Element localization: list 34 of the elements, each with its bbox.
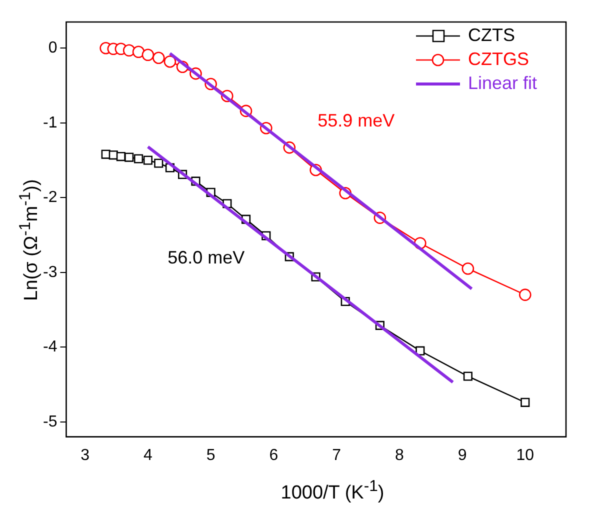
y-tick-label: -3 [42, 264, 58, 281]
legend-label: CZTS [468, 24, 515, 45]
x-tick-label: 8 [394, 446, 404, 464]
point [463, 372, 472, 381]
x-tick-label: 5 [206, 446, 216, 464]
point [116, 152, 126, 162]
y-tick-label: 0 [48, 40, 58, 57]
x-tick-label: 7 [332, 446, 342, 464]
point [134, 154, 144, 164]
point [154, 158, 164, 168]
legend-label: CZTGS [468, 48, 529, 69]
point [462, 262, 474, 275]
annotation: 56.0 meV [168, 247, 245, 268]
y-tick-label: -2 [42, 189, 58, 206]
y-tick-label: -4 [42, 338, 58, 356]
y-tick-label: -1 [42, 114, 58, 132]
point [164, 55, 176, 68]
point [520, 398, 530, 407]
point [132, 46, 145, 58]
point [101, 150, 110, 159]
x-tick-label: 6 [269, 446, 278, 464]
point [124, 152, 134, 162]
point [518, 288, 532, 301]
point [152, 52, 165, 64]
x-tick-label: 3 [80, 446, 90, 464]
point [142, 48, 154, 62]
x-tick-label: 9 [458, 446, 467, 464]
y-tick-label: -5 [42, 413, 58, 430]
x-tick-label: 10 [516, 446, 534, 464]
annotation: 55.9 meV [318, 110, 395, 131]
x-axis-title: 1000/T (K$^{-1}$) [280, 478, 386, 504]
legend-label: Linear fit [468, 72, 538, 93]
point [143, 156, 152, 165]
x-tick-label: 4 [143, 446, 152, 464]
